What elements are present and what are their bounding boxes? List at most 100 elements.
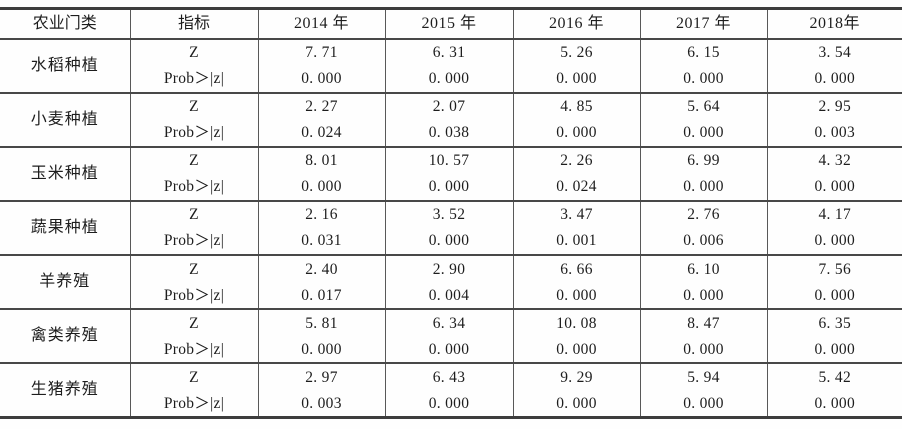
- indicator-z-label: Z: [129, 145, 258, 174]
- table-header: 农业门类 指标 2014 年 2015 年 2016 年 2017 年 2018…: [0, 8, 902, 40]
- column-header-indicator: 指标: [129, 8, 258, 40]
- category-wheat: 小麦种植: [0, 91, 130, 147]
- cell-value: 6. 34: [384, 308, 513, 337]
- cell-value: 0. 000: [512, 65, 640, 93]
- cell-value: 0. 000: [512, 336, 640, 364]
- cell-value: 6. 43: [384, 362, 513, 391]
- cell-value: 0. 000: [639, 336, 767, 364]
- cell-value: 3. 52: [384, 199, 513, 228]
- table-row: 生猪养殖 Z 2. 97 6. 43 9. 29 5. 94 5. 42: [0, 362, 902, 418]
- cell-value: 0. 001: [512, 227, 640, 255]
- cell-value: 0. 000: [766, 336, 902, 364]
- table-row: 玉米种植 Z 8. 01 10. 57 2. 26 6. 99 4. 32: [0, 145, 902, 201]
- category-pig: 生猪养殖: [0, 362, 130, 418]
- header-row: 农业门类 指标 2014 年 2015 年 2016 年 2017 年 2018…: [0, 8, 902, 40]
- cell-value: 6. 10: [639, 253, 767, 283]
- cell-value: 3. 47: [512, 199, 640, 228]
- cell-value: 0. 000: [384, 336, 513, 364]
- indicator-prob-label: Prob＞|z|: [129, 65, 258, 93]
- cell-value: 6. 35: [766, 308, 902, 337]
- column-header-2015: 2015 年: [384, 8, 513, 40]
- cell-value: 0. 003: [257, 390, 385, 418]
- category-poultry: 禽类养殖: [0, 308, 130, 364]
- category-sheep: 羊养殖: [0, 253, 130, 310]
- cell-value: 5. 94: [639, 362, 767, 391]
- cell-value: 0. 000: [257, 65, 385, 93]
- cell-value: 8. 47: [639, 308, 767, 337]
- cell-value: 0. 000: [766, 173, 902, 201]
- indicator-prob-label: Prob＞|z|: [129, 227, 258, 255]
- cell-value: 0. 024: [257, 119, 385, 147]
- table-body: 水稻种植 Z 7. 71 6. 31 5. 26 6. 15 3. 54 Pro…: [0, 38, 902, 418]
- indicator-prob-label: Prob＞|z|: [129, 336, 258, 364]
- table-row: Prob＞|z| 0. 000 0. 000 0. 000 0. 000 0. …: [0, 336, 902, 364]
- cell-value: 4. 85: [512, 91, 640, 120]
- cell-value: 2. 27: [257, 91, 385, 120]
- table-row: 小麦种植 Z 2. 27 2. 07 4. 85 5. 64 2. 95: [0, 91, 902, 147]
- column-header-category: 农业门类: [0, 8, 130, 40]
- table-row: Prob＞|z| 0. 024 0. 038 0. 000 0. 000 0. …: [0, 119, 902, 147]
- indicator-prob-label: Prob＞|z|: [129, 173, 258, 201]
- indicator-prob-label: Prob＞|z|: [129, 390, 258, 418]
- column-header-2016: 2016 年: [512, 8, 640, 40]
- indicator-z-label: Z: [129, 199, 258, 228]
- cell-value: 0. 000: [639, 173, 767, 201]
- cell-value: 0. 006: [639, 227, 767, 255]
- cell-value: 2. 97: [257, 362, 385, 391]
- cell-value: 6. 15: [639, 38, 767, 66]
- cell-value: 2. 76: [639, 199, 767, 228]
- indicator-z-label: Z: [129, 253, 258, 283]
- cell-value: 0. 000: [639, 119, 767, 147]
- cell-value: 0. 000: [384, 173, 513, 201]
- cell-value: 0. 000: [512, 282, 640, 310]
- cell-value: 6. 31: [384, 38, 513, 66]
- column-header-2018: 2018年: [766, 8, 902, 40]
- cell-value: 0. 004: [384, 282, 513, 310]
- cell-value: 0. 000: [639, 65, 767, 93]
- cell-value: 4. 32: [766, 145, 902, 174]
- table-row: 蔬果种植 Z 2. 16 3. 52 3. 47 2. 76 4. 17: [0, 199, 902, 255]
- cell-value: 5. 26: [512, 38, 640, 66]
- cell-value: 0. 000: [257, 336, 385, 364]
- cell-value: 0. 038: [384, 119, 513, 147]
- cell-value: 5. 64: [639, 91, 767, 120]
- cell-value: 7. 56: [766, 253, 902, 283]
- indicator-prob-label: Prob＞|z|: [129, 282, 258, 310]
- indicator-prob-label: Prob＞|z|: [129, 119, 258, 147]
- z-statistics-table: 农业门类 指标 2014 年 2015 年 2016 年 2017 年 2018…: [0, 7, 902, 419]
- cell-value: 0. 031: [257, 227, 385, 255]
- cell-value: 0. 000: [384, 390, 513, 418]
- table-row: Prob＞|z| 0. 000 0. 000 0. 024 0. 000 0. …: [0, 173, 902, 201]
- table-row: Prob＞|z| 0. 017 0. 004 0. 000 0. 000 0. …: [0, 282, 902, 310]
- cell-value: 2. 90: [384, 253, 513, 283]
- table-row: 禽类养殖 Z 5. 81 6. 34 10. 08 8. 47 6. 35: [0, 308, 902, 364]
- cell-value: 0. 000: [766, 390, 902, 418]
- column-header-2014: 2014 年: [257, 8, 385, 40]
- cell-value: 2. 40: [257, 253, 385, 283]
- category-rice: 水稻种植: [30, 56, 99, 74]
- indicator-z-label: Z: [129, 308, 258, 337]
- category-vegetable-fruit: 蔬果种植: [0, 199, 130, 255]
- column-header-2017: 2017 年: [639, 8, 767, 40]
- table-row: 羊养殖 Z 2. 40 2. 90 6. 66 6. 10 7. 56: [0, 253, 902, 310]
- cell-value: 0. 000: [639, 390, 767, 418]
- category-corn: 玉米种植: [0, 145, 130, 201]
- cell-value: 2. 16: [257, 199, 385, 228]
- indicator-z-label: Z: [129, 38, 258, 66]
- cell-value: 4. 17: [766, 199, 902, 228]
- cell-value: 0. 000: [512, 119, 640, 147]
- cell-value: 5. 81: [257, 308, 385, 337]
- cell-value: 8. 01: [257, 145, 385, 174]
- cell-value: 0. 000: [257, 173, 385, 201]
- cell-value: 0. 000: [766, 227, 902, 255]
- table-row: 水稻种植 Z 7. 71 6. 31 5. 26 6. 15 3. 54: [0, 38, 902, 74]
- cell-value: 0. 000: [766, 282, 902, 310]
- cell-value: 0. 000: [512, 390, 640, 418]
- cell-value: 7. 71: [257, 38, 385, 66]
- table-row: Prob＞|z| 0. 003 0. 000 0. 000 0. 000 0. …: [0, 390, 902, 418]
- cell-value: 3. 54: [766, 38, 902, 66]
- cell-value: 0. 003: [766, 119, 902, 147]
- cell-value: 10. 57: [384, 145, 513, 174]
- cell-value: 2. 07: [384, 91, 513, 120]
